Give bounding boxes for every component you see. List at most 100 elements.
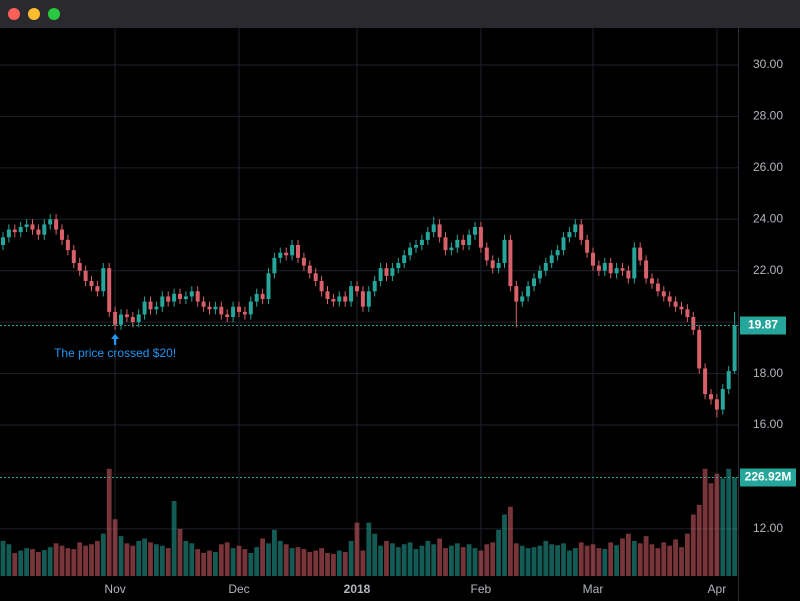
volume-bar (525, 548, 531, 576)
volume-bar (572, 548, 578, 576)
volume-bar (384, 540, 389, 576)
volume-bar (431, 544, 437, 576)
volume-bar (254, 547, 260, 576)
y-tick-label: 18.00 (753, 366, 783, 380)
volume-bar (218, 544, 224, 576)
volume-bar (354, 522, 360, 576)
volume-bar (331, 553, 336, 576)
volume-bar (165, 548, 171, 576)
volume-bar (195, 549, 201, 576)
candle-body (679, 306, 684, 310)
volume-bar (112, 519, 118, 576)
candle-body (714, 399, 719, 410)
candle-body (284, 252, 289, 256)
volume-bar (77, 542, 83, 576)
candle-body (543, 263, 548, 271)
candle-body (107, 268, 112, 312)
candle-body (461, 239, 466, 246)
volume-bar (83, 545, 88, 576)
volume-bar (596, 548, 602, 576)
volume-bar (47, 547, 53, 576)
volume-bar (18, 550, 24, 576)
volume-bar (614, 545, 619, 576)
candle-body (390, 268, 395, 276)
volume-bar (319, 548, 324, 576)
volume-bar (679, 547, 684, 576)
last-volume-box (740, 468, 796, 487)
candle-body (573, 224, 578, 233)
volume-bar (142, 538, 147, 576)
volume-bar (307, 551, 313, 576)
close-button[interactable] (8, 8, 20, 20)
volume-bar (266, 543, 271, 576)
candle-body (95, 286, 100, 292)
volume-bar (89, 544, 94, 576)
volume-bar (661, 542, 667, 576)
candle-body (313, 273, 318, 282)
volume-bar (667, 545, 673, 576)
candle-body (596, 265, 601, 271)
candle-body (402, 255, 407, 264)
candle-body (124, 314, 129, 318)
candle-body (549, 255, 554, 264)
volume-bar (59, 545, 65, 576)
candle-body (178, 293, 182, 300)
volume-bar (608, 542, 614, 576)
volume-bar (213, 551, 218, 576)
candle-body (579, 224, 584, 240)
volume-bar (236, 545, 242, 576)
candle-body (709, 394, 713, 400)
volume-bar (466, 544, 472, 576)
volume-bar (130, 545, 136, 576)
volume-bar (41, 550, 47, 576)
volume-bar (443, 548, 448, 576)
volume-bar (342, 551, 348, 576)
candle-body (101, 268, 106, 292)
y-tick-label: 26.00 (753, 160, 783, 174)
volume-bar (460, 547, 466, 576)
candle-body (632, 247, 637, 279)
volume-bar (401, 544, 407, 576)
volume-bar (336, 550, 342, 576)
candle-body (195, 291, 200, 302)
last-price-box (740, 316, 786, 335)
candle-body (526, 286, 531, 297)
volume-bar (53, 543, 59, 576)
candle-body (172, 293, 177, 302)
candle-body (561, 237, 566, 251)
zoom-button[interactable] (48, 8, 60, 20)
candle-body (119, 314, 123, 325)
last-price-label: 19.87 (748, 318, 778, 332)
x-tick-label: Mar (583, 582, 604, 596)
volume-bar (702, 468, 708, 576)
volume-bar (413, 549, 419, 576)
candle-body (307, 265, 312, 274)
volume-bar (100, 533, 106, 576)
candle-body (378, 268, 383, 282)
candle-body (225, 314, 230, 318)
volume-bar (372, 533, 378, 576)
volume-bar (732, 477, 737, 576)
volume-bar (626, 533, 631, 576)
grid (0, 28, 738, 576)
candle-body (655, 283, 660, 292)
volume-bar (449, 545, 454, 576)
volume-bar (12, 552, 18, 576)
volume-bar (696, 504, 702, 576)
volume-bar (454, 543, 460, 576)
volume-bar (655, 548, 661, 576)
candle-body (508, 239, 513, 287)
candle-body (638, 247, 643, 261)
volume-bar (378, 545, 383, 576)
minimize-button[interactable] (28, 8, 40, 20)
volume-bar (549, 544, 555, 576)
candle-body (254, 293, 259, 302)
volume-bar (490, 542, 496, 576)
volume-bar (248, 552, 254, 576)
candle-body (449, 247, 454, 251)
candle-body (60, 229, 64, 240)
volume-bar (95, 540, 100, 576)
volume-bar (71, 549, 77, 576)
candle-body (160, 296, 165, 307)
